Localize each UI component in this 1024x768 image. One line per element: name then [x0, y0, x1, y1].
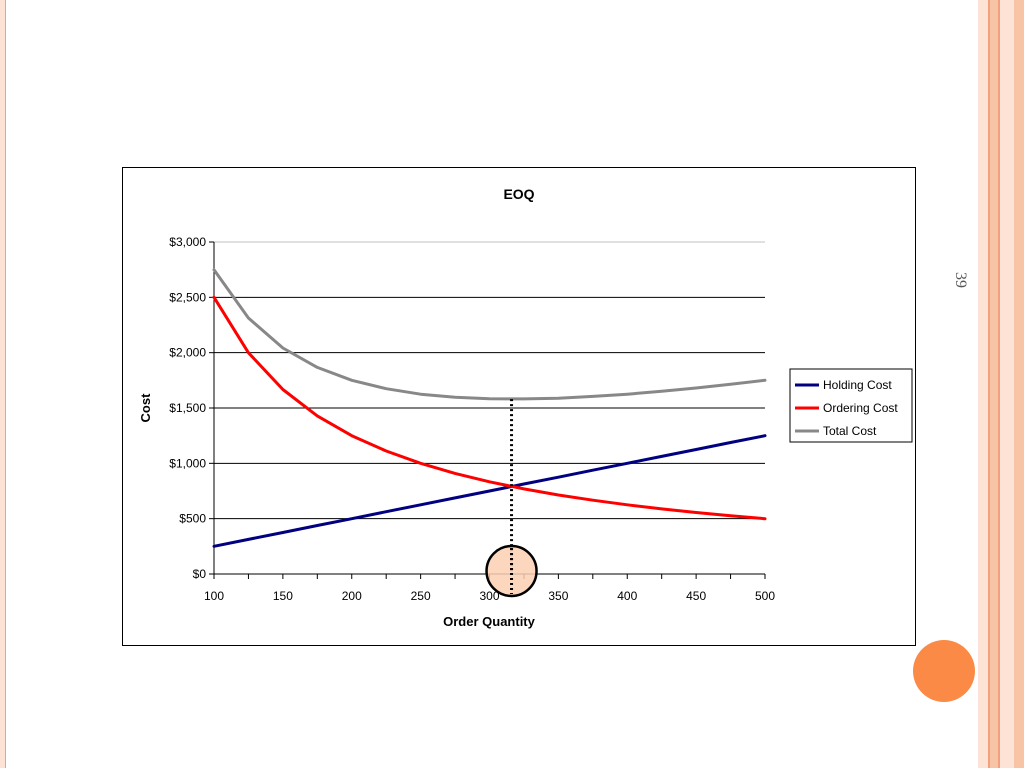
- chart-title: EOQ: [503, 186, 534, 202]
- x-tick-label: 200: [342, 589, 362, 603]
- series-lines: [212, 268, 767, 548]
- slide-right-band-5: [1000, 0, 1014, 768]
- slide-right-band-1: [978, 0, 988, 768]
- eoq-highlight-circle: [485, 544, 538, 598]
- series-line-holding-cost: [212, 434, 767, 548]
- slide-number: 39: [952, 272, 969, 288]
- x-tick-label: 250: [411, 589, 431, 603]
- y-tick-label: $2,000: [169, 346, 206, 360]
- y-axis-title: Cost: [138, 393, 153, 423]
- slide-right-band-2: [988, 0, 990, 768]
- slide-edge-line: [5, 0, 6, 768]
- x-tick-label: 500: [755, 589, 775, 603]
- x-tick-label: 450: [686, 589, 706, 603]
- x-tick-label: 350: [548, 589, 568, 603]
- legend-label: Total Cost: [823, 424, 877, 438]
- slide-right-band-6: [1014, 0, 1024, 768]
- y-axis: $0 $500 $1,000 $1,500 $2,000 $2,500 $3,000: [169, 235, 215, 581]
- x-axis-title: Order Quantity: [443, 614, 536, 629]
- x-tick-label: 100: [204, 589, 224, 603]
- y-tick-label: $1,000: [169, 456, 206, 470]
- slide-right-band-3: [990, 0, 998, 768]
- y-tick-label: $500: [179, 512, 206, 526]
- x-tick-label: 150: [273, 589, 293, 603]
- series-line-total-cost: [212, 268, 767, 401]
- optimal-point-annotation: [485, 399, 538, 598]
- chart-legend: Holding Cost Ordering Cost Total Cost: [789, 368, 913, 443]
- y-tick-label: $0: [193, 567, 207, 581]
- slide-edge-band: [0, 0, 5, 768]
- chart-frame: EOQ $0 $500 $1,000 $1,500 $2,000 $2,500 $3,000…: [122, 167, 916, 646]
- legend-label: Holding Cost: [823, 378, 892, 392]
- slide-right-band-4: [998, 0, 1000, 768]
- y-tick-label: $1,500: [169, 401, 206, 415]
- y-tick-label: $2,500: [169, 290, 206, 304]
- series-line-ordering-cost: [212, 295, 767, 521]
- gridlines: [214, 241, 765, 520]
- x-tick-label: 400: [617, 589, 637, 603]
- legend-label: Ordering Cost: [823, 401, 898, 415]
- decorative-circle: [913, 640, 975, 702]
- y-tick-label: $3,000: [169, 235, 206, 249]
- eoq-chart: EOQ $0 $500 $1,000 $1,500 $2,000 $2,500 $3,000…: [138, 186, 913, 629]
- x-axis: 100 150 200 250 300 350 400 450 500: [204, 573, 775, 603]
- x-tick-label: 300: [479, 589, 499, 603]
